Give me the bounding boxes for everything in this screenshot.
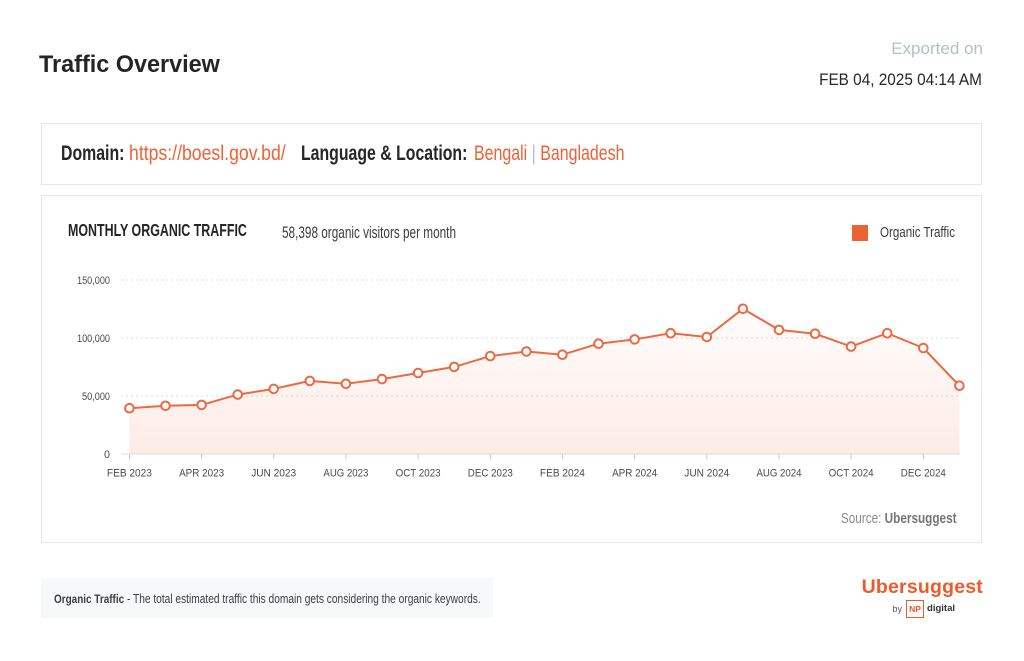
svg-text:FEB 2023: FEB 2023 [107, 468, 152, 480]
svg-text:AUG 2024: AUG 2024 [757, 468, 802, 480]
svg-text:OCT 2023: OCT 2023 [396, 468, 441, 480]
svg-text:JUN 2024: JUN 2024 [684, 468, 729, 480]
svg-text:APR 2023: APR 2023 [179, 468, 224, 480]
svg-text:DEC 2024: DEC 2024 [901, 468, 946, 480]
svg-text:0: 0 [104, 449, 110, 461]
svg-text:OCT 2024: OCT 2024 [829, 468, 874, 480]
svg-text:APR 2024: APR 2024 [612, 468, 657, 480]
svg-text:AUG 2023: AUG 2023 [323, 468, 368, 480]
svg-text:JUN 2023: JUN 2023 [251, 468, 296, 480]
svg-text:FEB 2024: FEB 2024 [540, 468, 585, 480]
svg-text:100,000: 100,000 [77, 333, 110, 345]
svg-text:50,000: 50,000 [82, 391, 110, 403]
svg-text:DEC 2023: DEC 2023 [468, 468, 513, 480]
svg-text:150,000: 150,000 [77, 275, 110, 287]
